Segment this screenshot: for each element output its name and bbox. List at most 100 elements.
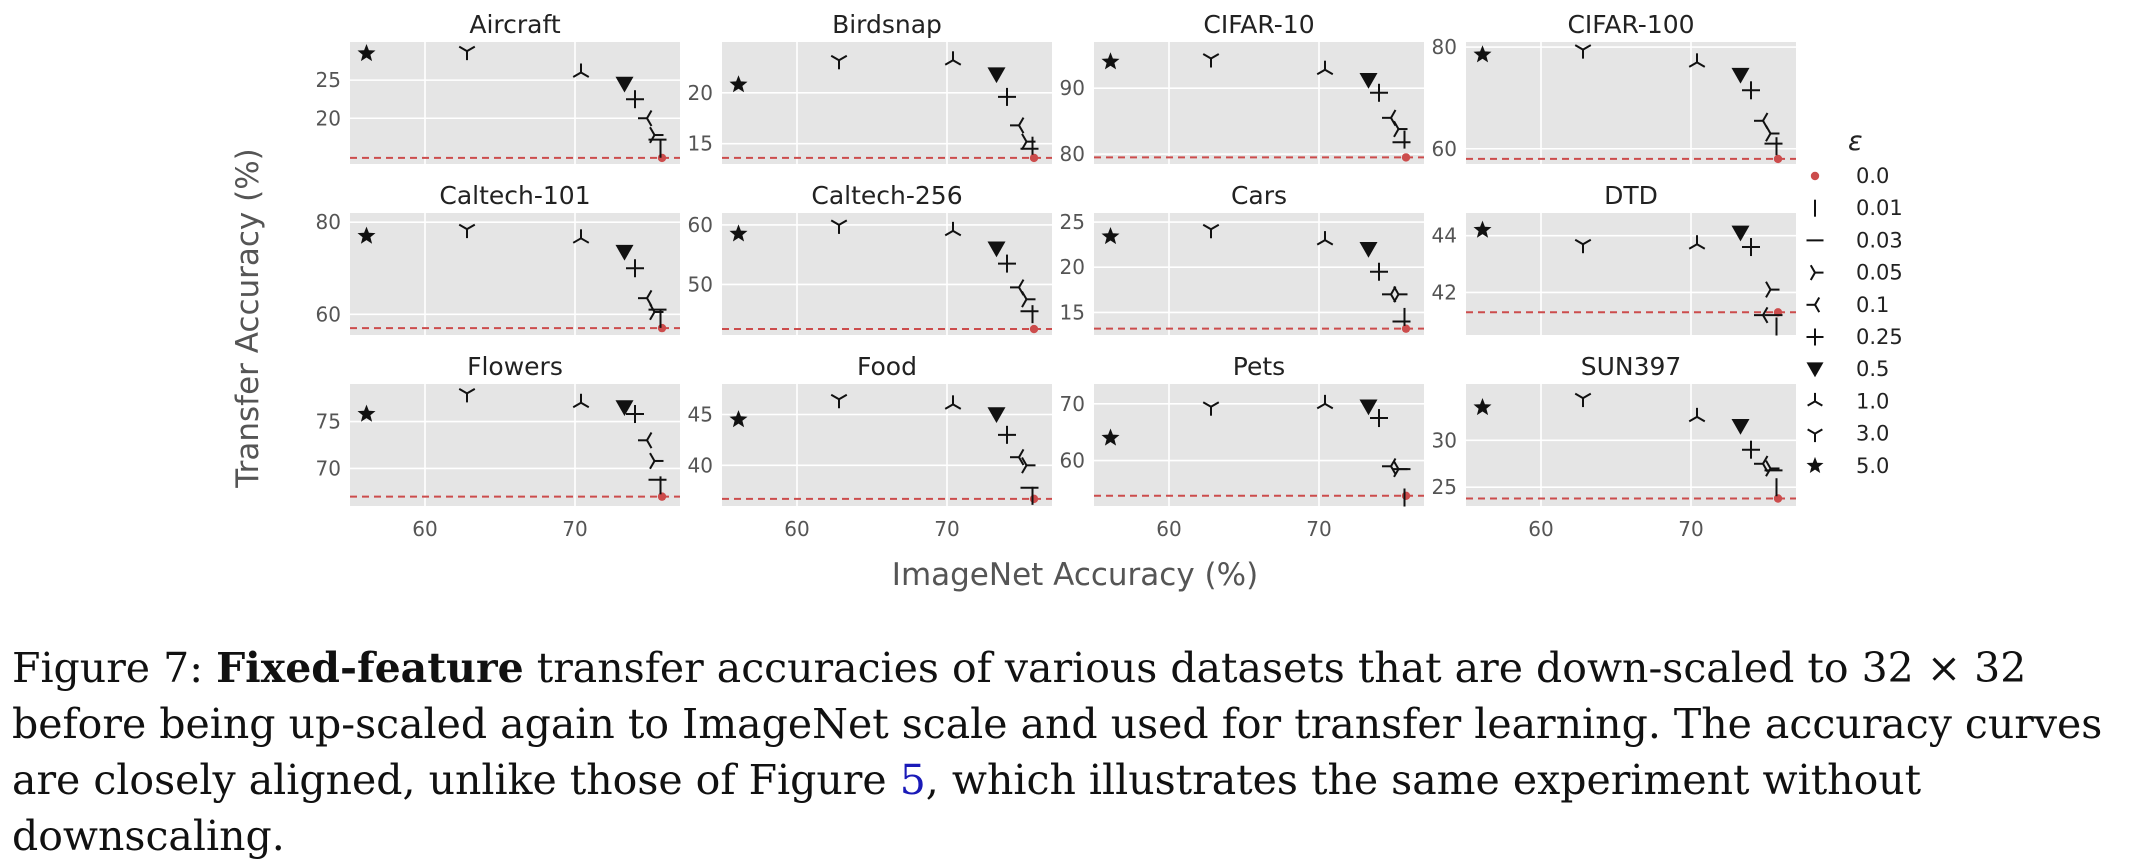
- legend-label: 5.0: [1856, 454, 1889, 478]
- point-eps-3_0: [458, 45, 476, 61]
- panel-background: [722, 42, 1052, 164]
- panel-background: [1466, 213, 1796, 335]
- point-eps-0_5: [987, 67, 1006, 84]
- point-eps-1_0: [572, 393, 590, 409]
- legend-label: 3.0: [1856, 422, 1889, 446]
- point-eps-1_0: [1316, 394, 1334, 410]
- panel-dtd: 42 44 DTD: [1432, 181, 1796, 336]
- point-eps-3_0: [1574, 238, 1592, 254]
- point-eps-0_0: [1029, 153, 1039, 163]
- point-eps-0_1: [638, 109, 653, 127]
- legend-label: 0.03: [1856, 228, 1903, 252]
- point-eps-0_0: [657, 323, 667, 333]
- point-eps-0_5: [1731, 225, 1750, 242]
- x-tick-label: 70: [1306, 517, 1331, 541]
- x-tick-label: 60: [1156, 517, 1181, 541]
- panel-cars: 15 20 25 Cars: [1060, 181, 1424, 335]
- panel-title: SUN397: [1581, 352, 1682, 381]
- panel-flowers: 70 75 60 70 Flowers: [316, 352, 680, 541]
- panel-title: Aircraft: [469, 10, 560, 39]
- point-eps-1_0: [944, 221, 962, 237]
- point-eps-3_0: [458, 388, 476, 403]
- figure-caption: Figure 7: Fixed-feature transfer accurac…: [12, 640, 2142, 864]
- legend-entry: 0.0: [1810, 164, 1889, 188]
- y-tick-label: 60: [1060, 449, 1085, 473]
- x-tick-label: 70: [562, 517, 587, 541]
- point-eps-0_0: [1773, 494, 1783, 503]
- point-eps-0_25: [1370, 409, 1388, 428]
- panel-title: Food: [857, 352, 917, 381]
- point-eps-0_5: [615, 244, 634, 261]
- point-eps-0_1: [1754, 306, 1769, 324]
- point-eps-0_5: [615, 76, 634, 93]
- legend-entry: 5.0: [1806, 454, 1889, 478]
- point-eps-0_5: [1731, 419, 1750, 435]
- point-eps-1_0: [944, 395, 962, 410]
- panel-title: Caltech-101: [439, 181, 590, 210]
- y-tick-label: 60: [688, 213, 713, 237]
- y-tick-label: 30: [1432, 428, 1457, 452]
- point-eps-0_0: [1401, 491, 1411, 500]
- panel-title: CIFAR-100: [1567, 10, 1694, 39]
- y-tick-label: 20: [316, 106, 341, 130]
- point-eps-0_0: [1773, 154, 1783, 164]
- point-eps-0_25: [626, 90, 644, 109]
- panel-background: [1466, 384, 1796, 506]
- point-eps-3_0: [458, 223, 476, 239]
- point-eps-0_05: [1765, 281, 1780, 298]
- point-eps-0_1: [1010, 448, 1025, 466]
- legend-label: 0.05: [1856, 261, 1903, 285]
- point-eps-0_1: [1010, 279, 1025, 296]
- panel-caltech-101: 60 80 Caltech-101: [316, 181, 680, 335]
- y-tick-label: 70: [1060, 392, 1085, 416]
- panel-cifar-10: 80 90 CIFAR-10: [1060, 10, 1424, 166]
- point-eps-0_05: [1393, 460, 1408, 478]
- point-eps-3_0: [830, 393, 848, 409]
- point-eps-0_25: [626, 259, 644, 278]
- y-tick-label: 42: [1432, 280, 1457, 304]
- panel-title: Birdsnap: [832, 10, 942, 39]
- y-tick-label: 50: [688, 272, 713, 296]
- point-eps-0_1: [1382, 457, 1397, 475]
- point-eps-0_05: [1765, 460, 1780, 477]
- panel-pets: 60 70 60 70 Pets: [1060, 352, 1424, 541]
- legend-label: 1.0: [1856, 389, 1889, 413]
- y-tick-label: 80: [1432, 35, 1457, 59]
- point-eps-5_0: [357, 44, 376, 62]
- point-eps-3_0: [1202, 401, 1220, 416]
- y-tick-label: 75: [316, 410, 341, 434]
- point-eps-1_0: [1688, 53, 1706, 68]
- caption-label: Figure 7:: [12, 644, 204, 692]
- point-eps-1_0: [1688, 235, 1706, 250]
- figure-reference-link[interactable]: 5: [899, 756, 926, 804]
- point-eps-0_05: [649, 126, 664, 144]
- y-tick-label: 25: [316, 68, 341, 92]
- caption-bold: Fixed-feature: [216, 644, 524, 692]
- legend-label: 0.0: [1856, 164, 1889, 188]
- point-eps-0_25: [998, 87, 1016, 106]
- x-axis-label: ImageNet Accuracy (%): [892, 557, 1258, 593]
- point-eps-5_0: [357, 226, 376, 244]
- panel-background: [722, 384, 1052, 506]
- point-eps-0_0: [1401, 324, 1411, 333]
- legend-marker: [1809, 264, 1824, 281]
- panel-title: Flowers: [467, 352, 563, 381]
- point-eps-0_1: [638, 289, 653, 307]
- y-tick-label: 60: [316, 302, 341, 326]
- legend-label: 0.25: [1856, 325, 1903, 349]
- caption-text-1: transfer accuracies of various datasets …: [12, 644, 2103, 804]
- panel-background: [722, 213, 1052, 335]
- point-eps-5_0: [729, 410, 748, 428]
- point-eps-5_0: [1101, 428, 1120, 446]
- legend-label: 0.01: [1856, 196, 1903, 220]
- point-eps-0_05: [1021, 133, 1036, 150]
- point-eps-0_0: [1029, 324, 1039, 334]
- legend-entry: 0.1: [1806, 293, 1889, 317]
- legend-marker: [1806, 328, 1824, 346]
- panel-grid: 20 25 Aircraft 15 20 Birdsnap 80 90 CIFAR-10 60 80…: [316, 10, 1796, 541]
- point-eps-3_0: [1574, 392, 1592, 408]
- legend-marker: [1807, 428, 1823, 443]
- panel-background: [1466, 42, 1796, 164]
- panel-title: DTD: [1604, 181, 1658, 210]
- point-eps-0_5: [987, 407, 1006, 424]
